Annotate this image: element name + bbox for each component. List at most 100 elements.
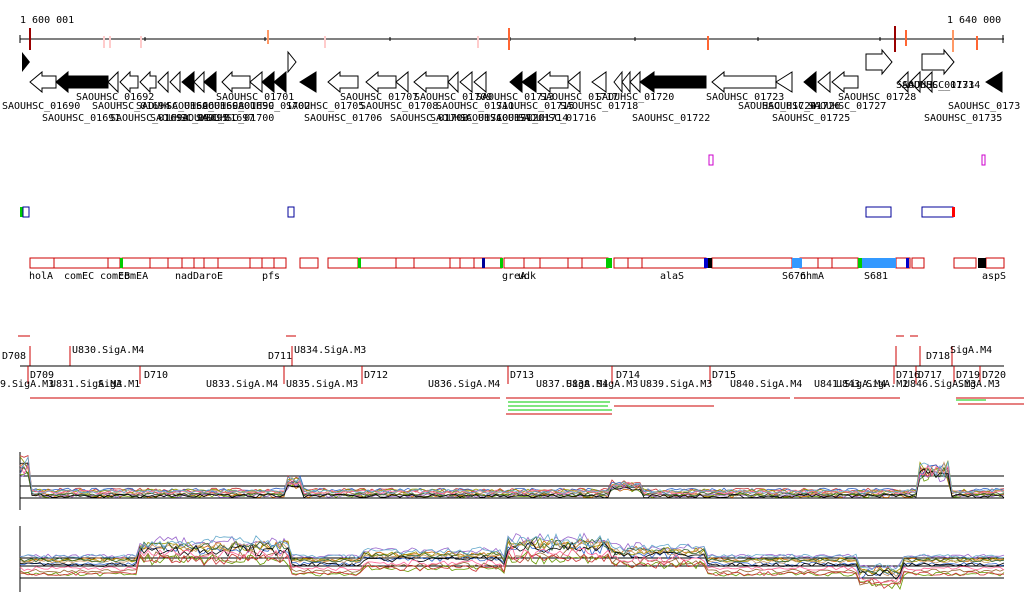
feature-label: D710 [144,370,168,381]
gene-label: SAOUHSC_01701 [216,92,294,103]
annotation-label: greA [502,271,526,282]
reverse-gene[interactable] [203,70,217,94]
feature-label: D716 [896,370,920,381]
gene-label: SAOUHSC_01694 [92,101,170,112]
reverse-gene[interactable] [29,70,57,94]
reverse-gene[interactable] [447,70,459,94]
reverse-gene[interactable] [273,70,287,94]
reverse-gene[interactable] [327,70,359,94]
gene-label: SAOUHSC_01709 [414,92,492,103]
gene-label: SAOUHSC_01716 [518,113,596,124]
annotation-label: pfs [262,271,280,282]
gene-label: SAOUHSC_01710 [430,113,508,124]
feature-label: U839.SigA.M3 [640,379,712,390]
reverse-gene[interactable] [261,70,275,94]
reverse-gene[interactable] [139,70,157,94]
gene-label: SAOUHSC_01696 [136,101,214,112]
annotation-label: comEC [64,271,94,282]
feature-label: U835.SigA.M3 [286,379,358,390]
forward-gene[interactable] [287,50,297,74]
gene-label: SAOUHSC_01734 [902,80,980,91]
feature-label: D713 [510,370,534,381]
coordinate-ruler: 1 600 001 1 640 000 [19,15,1004,52]
feature-label: U838.SigA.M3 [566,379,638,390]
gene-label: SAOUHSC_01711 [436,101,514,112]
feature-label: D720 [982,370,1006,381]
feature-label: U831.SigA.M3 [50,379,122,390]
reverse-gene-track [29,70,1003,94]
gene-labels-row2: SAOUHSC_01691 SAOUHSC_01693 SAOUHSC_0169… [42,113,1002,124]
gene-label: SAOUHSC_01720 [596,92,674,103]
gene-label: SAOUHSC_01708 [390,113,468,124]
annotation-label: S676 [782,271,806,282]
gene-label: SAOUHSC_01691 [42,113,120,124]
feature-label: U837.SigA.M4 [536,379,608,390]
gene-label: SAOUHSC_01698 [166,101,244,112]
reverse-gene[interactable] [613,70,623,94]
reverse-gene[interactable] [567,70,581,94]
reverse-gene[interactable] [591,71,607,93]
feature-label: D711 [268,351,292,362]
annotation-label: holA [29,271,53,282]
annotation-track: holA comEC comEB comEA nadD aroE pfs gre… [29,257,1006,282]
feature-label: U834.SigA.M3 [294,345,366,356]
reverse-gene[interactable] [473,70,487,94]
reverse-gene[interactable] [413,70,449,94]
reverse-gene[interactable] [803,70,817,94]
gene-label: SAOUHSC_01695 [150,113,228,124]
gene-label: SAOUHSC_01712 [460,113,538,124]
forward-gene[interactable] [865,48,893,76]
reverse-gene[interactable] [985,71,1003,93]
reverse-gene[interactable] [921,70,933,94]
gene-label: SAOUHSC_01725 [772,113,850,124]
reverse-gene[interactable] [169,70,181,94]
reverse-gene[interactable] [711,70,777,94]
motif-markers [20,154,986,218]
gene-label: SAOUHSC_01735 [924,113,1002,124]
reverse-gene[interactable] [395,70,409,94]
feature-label: SigA.M1 [98,379,140,390]
annotation-label: nadD [175,271,199,282]
reverse-gene[interactable] [817,70,831,94]
gene-label: SAOUHSC_01705 [286,101,364,112]
reverse-gene[interactable] [249,70,263,94]
reverse-gene[interactable] [639,71,707,93]
reverse-gene[interactable] [459,70,473,94]
annotation-label: comEA [118,271,148,282]
reverse-gene[interactable] [629,70,641,94]
reverse-gene[interactable] [365,70,397,94]
feature-label: D718 [926,351,950,362]
reverse-gene[interactable] [537,70,569,94]
reverse-gene[interactable] [831,70,859,94]
reverse-gene[interactable] [299,71,317,93]
feature-label: U841.SigA.M4 [814,379,886,390]
reverse-gene[interactable] [107,70,119,94]
reverse-gene[interactable] [193,70,205,94]
reverse-gene[interactable] [621,70,631,94]
feature-track: D708 U830.SigA.M4 D711 U834.SigA.M3 D718… [0,335,1024,415]
annotation-label: S681 [864,271,888,282]
reverse-gene[interactable] [55,70,109,94]
gene-label: SAOUHSC_01727 [808,101,886,112]
gene-label: SAOUHSC_01726 [762,101,840,112]
reverse-gene[interactable] [119,70,139,94]
gene-label: SAOUHSC_01713 [476,92,554,103]
forward-gene[interactable] [22,52,30,72]
gene-label: SAOUHSC_01728 [838,92,916,103]
gene-label: SAOUHSC_01731 [896,80,974,91]
reverse-gene[interactable] [181,70,195,94]
reverse-gene[interactable] [909,70,921,94]
reverse-gene[interactable] [775,71,793,93]
forward-gene[interactable] [921,48,955,76]
feature-label: D712 [364,370,388,381]
reverse-gene[interactable] [509,70,523,94]
reverse-gene[interactable] [521,71,537,93]
annotation-label: alaS [660,271,684,282]
gene-label: SAOUHSC_01714 [490,113,568,124]
reverse-gene[interactable] [897,70,909,94]
reverse-gene[interactable] [157,70,169,94]
ruler-end-label: 1 640 000 [947,15,1001,26]
reverse-gene[interactable] [221,70,251,94]
gene-label: SAOUHSC_01707 [340,92,418,103]
